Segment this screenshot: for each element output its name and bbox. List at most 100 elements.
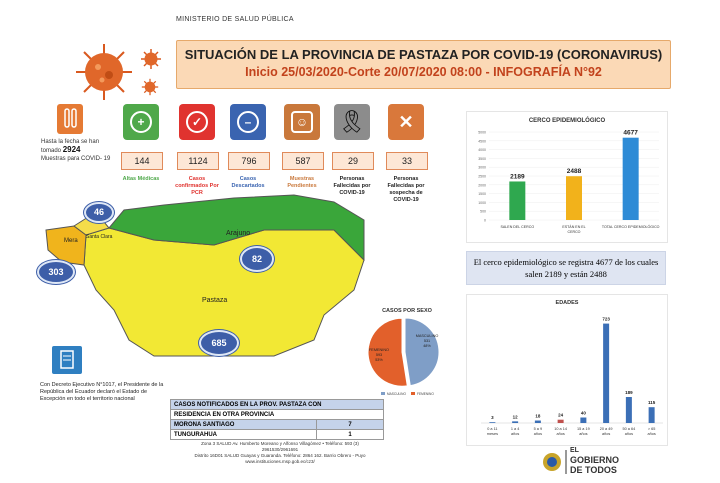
stat-discharged-value: 144 [121, 152, 163, 170]
y-tick-label: 2000 [478, 183, 486, 187]
x-tick-label: años [511, 432, 519, 436]
data-label: 2189 [510, 173, 525, 180]
bar [648, 407, 655, 423]
x-tick-label: ESTÁN EN EL [562, 225, 585, 229]
footer-line-3: Distrito 16D01 SALUD Guayas y Guaranda. … [194, 453, 366, 458]
stat-pending-label: Muestras Pendientes [287, 176, 317, 189]
data-label: 189 [625, 390, 633, 395]
footer-line-1: Zona 3 SALUD Av. Humberto Moreano y Alfo… [201, 441, 359, 446]
stat-discarded-value: 796 [228, 152, 270, 170]
x-tick-label: 1 a 4 [511, 427, 519, 431]
x-tick-label: SALEN DEL CERCO [501, 225, 535, 229]
y-tick-label: 5000 [478, 131, 486, 135]
page-title: SITUACIÓN DE LA PROVINCIA DE PASTAZA POR… [184, 47, 663, 62]
bar [622, 137, 639, 220]
pie-slice [367, 317, 408, 387]
slice-label: FEMENINO [369, 348, 389, 352]
slice-label: MASCULINO [416, 334, 439, 338]
footer-contact: Zona 3 SALUD Av. Humberto Moreano y Alfo… [170, 441, 390, 465]
data-label: 723 [602, 317, 610, 322]
data-label: 2488 [567, 168, 582, 175]
map-region-mera [45, 225, 87, 266]
bar [512, 421, 519, 423]
tests-summary: Hasta la fecha se han tomado 2924 Muestr… [41, 138, 111, 163]
table-cell-count: 1 [316, 429, 384, 440]
slice-pct: 53% [375, 358, 383, 362]
x-tick-label: TOTAL CERCO EPIDEMIOLÓGICO [602, 224, 660, 229]
data-label: 4677 [623, 130, 638, 137]
check-icon: ✓ [179, 104, 215, 140]
footer-line-2: 2961530/2961691 [261, 447, 299, 452]
data-label: 3 [491, 415, 494, 420]
x-tick-label: años [534, 432, 542, 436]
ecuador-coat-of-arms-icon [543, 450, 567, 474]
map-label-arajuno: Arajuno [226, 230, 250, 237]
data-label: 24 [558, 413, 564, 418]
cerco-info: El cerco epidemiológico se registra 4677… [466, 251, 666, 285]
cerco-chart: CERCO EPIDEMIOLÓGICO 5000 4500 4000 3500 3000… [466, 111, 668, 243]
bar [534, 420, 541, 423]
gov-line-3: DE TODOS [570, 465, 617, 475]
x-tick-label: años [648, 432, 656, 436]
y-tick-label: 1000 [478, 201, 486, 205]
legend-label: FEMENINO [417, 392, 434, 396]
x-tick-label: 5 a 9 [534, 427, 542, 431]
person-icon: ☺ [284, 104, 320, 140]
data-label: 40 [581, 411, 587, 416]
minus-icon: – [230, 104, 266, 140]
people-icon: ✕ [388, 104, 424, 140]
y-tick-label: 500 [480, 210, 486, 214]
x-tick-label: > 65 [648, 427, 656, 431]
cases-other-province-table: CASOS NOTIFICADOS EN LA PROV. PASTAZA CO… [170, 399, 384, 440]
map-label-pastaza: Pastaza [202, 297, 227, 304]
bar [625, 397, 632, 423]
chart-title: CERCO EPIDEMIOLÓGICO [529, 116, 606, 124]
pie-slice [404, 317, 440, 387]
data-label: 12 [513, 414, 519, 419]
stat-confirmed-label: Casos confirmados Por PCR [175, 176, 219, 196]
y-tick-label: 2500 [478, 175, 486, 179]
x-tick-label: 15 a 19 [577, 427, 590, 431]
table-row: MORONA SANTIAGO 7 [170, 419, 384, 430]
y-tick-label: 4000 [478, 148, 486, 152]
map-bubble-santa-clara: 46 [84, 202, 114, 223]
title-banner: SITUACIÓN DE LA PROVINCIA DE PASTAZA POR… [176, 40, 671, 89]
chart-title: CASOS POR SEXO [382, 308, 433, 314]
x-tick-label: 10 a 14 [554, 427, 567, 431]
x-tick-label: CERCO [568, 230, 581, 234]
age-chart: EDADES 3 0 a 11 meses 12 1 a 4 años 18 5 a 9 años… [466, 294, 668, 446]
sex-chart: CASOS POR SEXO MASCULINO 531 48% FEMENINO 593… [343, 304, 465, 400]
table-cell-count: 7 [316, 419, 384, 430]
stat-discarded-label: Casos Descartados [231, 176, 265, 189]
table-row: TUNGURAHUA 1 [170, 429, 384, 440]
chart-title: EDADES [556, 300, 579, 306]
stat-pending-value: 587 [282, 152, 324, 170]
cases-table-subtitle: RESIDENCIA EN OTRA PROVINCIA [170, 409, 384, 420]
tests-value: 2924 [62, 145, 81, 154]
mourning-ribbon-icon: 🎗 [334, 104, 370, 140]
test-tube-icon [57, 104, 83, 134]
virus-icon [141, 49, 161, 69]
map-label-mera: Mera [64, 238, 78, 244]
y-tick-label: 1500 [478, 192, 486, 196]
stat-confirmed-value: 1124 [177, 152, 219, 170]
slice-count: 593 [376, 353, 382, 357]
x-tick-label: años [602, 432, 610, 436]
x-tick-label: años [625, 432, 633, 436]
decree-document-icon [52, 346, 82, 374]
pastaza-map: Arajuno Pastaza Mera Santa Clara [45, 194, 365, 357]
x-tick-label: meses [487, 432, 498, 436]
data-label: 115 [648, 400, 656, 405]
decree-text: Con Decreto Ejecutivo N°1017, el Preside… [40, 382, 164, 402]
map-label-santa-clara: Santa Clara [86, 234, 113, 240]
y-tick-label: 4500 [478, 139, 486, 143]
bar [603, 323, 610, 423]
stat-suspected-deceased-label: Personas Fallecidas por sospecha de COVI… [387, 176, 425, 203]
gov-line-2: GOBIERNO [570, 455, 620, 465]
map-bubble-arajuno: 82 [240, 246, 274, 272]
x-tick-label: años [557, 432, 565, 436]
legend-label: MASCULINO [387, 392, 406, 396]
gov-line-1: EL [570, 447, 579, 454]
slice-count: 531 [424, 339, 430, 343]
